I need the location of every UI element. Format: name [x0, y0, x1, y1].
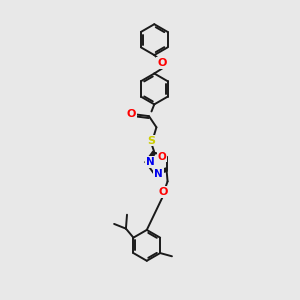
Text: N: N	[154, 169, 163, 179]
Text: O: O	[157, 58, 167, 68]
Text: S: S	[148, 136, 156, 146]
Text: N: N	[146, 157, 154, 167]
Text: O: O	[158, 152, 166, 161]
Text: O: O	[159, 187, 168, 197]
Text: O: O	[126, 110, 136, 119]
